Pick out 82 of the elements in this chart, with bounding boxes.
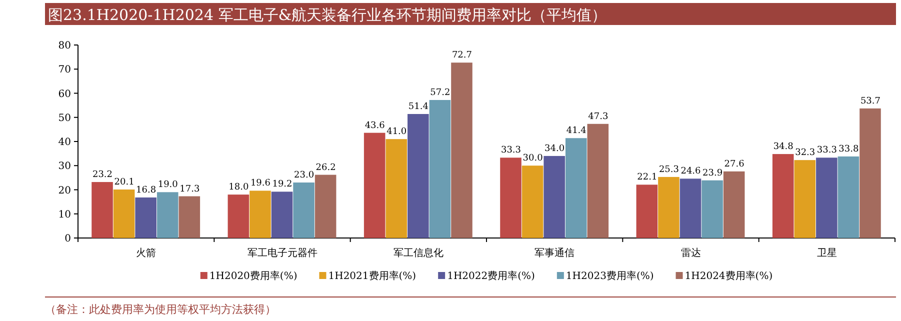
bar xyxy=(500,158,522,238)
bar xyxy=(587,124,609,238)
text: 41.4 xyxy=(566,126,586,136)
y-tick-label: 80 xyxy=(58,40,71,52)
bar xyxy=(522,166,544,238)
bar xyxy=(702,180,723,238)
y-tick-label: 50 xyxy=(58,112,71,124)
bar xyxy=(92,182,113,238)
bar xyxy=(451,62,472,238)
bar xyxy=(794,160,816,238)
x-tick-label: 军事通信 xyxy=(534,247,575,259)
text: 32.3 xyxy=(795,148,816,158)
text: 20.1 xyxy=(114,178,134,188)
text: 26.2 xyxy=(316,162,336,173)
text: 57.2 xyxy=(430,88,450,98)
bar xyxy=(228,194,250,238)
text: 22.1 xyxy=(637,172,658,183)
bar xyxy=(636,184,658,238)
text: 19.2 xyxy=(272,180,292,190)
bar xyxy=(386,139,408,238)
y-tick-label: 70 xyxy=(58,64,71,76)
legend-label: 1H2023费用率(%) xyxy=(566,270,654,282)
text: 43.6 xyxy=(364,120,385,131)
text: 30.0 xyxy=(522,154,543,164)
bar xyxy=(271,192,293,238)
text: 27.6 xyxy=(724,159,744,170)
bar xyxy=(544,156,565,238)
text: 34.0 xyxy=(544,144,565,154)
text: 47.3 xyxy=(588,112,608,122)
text: 23.9 xyxy=(702,168,723,178)
bar xyxy=(429,100,451,238)
bar xyxy=(250,190,271,238)
y-tick-label: 20 xyxy=(58,185,71,196)
y-tick-label: 10 xyxy=(58,209,71,220)
text: 33.3 xyxy=(816,146,837,156)
text: 24.6 xyxy=(680,166,701,177)
text: 18.0 xyxy=(228,182,249,193)
bar xyxy=(178,196,200,238)
text: （备注：此处费用率为使用等权平均方法获得） xyxy=(45,303,276,316)
legend-label: 1H2024费用率(%) xyxy=(684,270,773,282)
y-tick-label: 0 xyxy=(64,234,71,244)
text: 23.0 xyxy=(294,170,314,181)
text: 41.0 xyxy=(386,127,407,138)
text: 17.3 xyxy=(180,184,200,194)
bar xyxy=(113,190,135,238)
bar xyxy=(838,156,860,238)
legend-label: 1H2020费用率(%) xyxy=(209,270,298,282)
text: 34.8 xyxy=(773,142,794,152)
text: 19.0 xyxy=(158,180,178,190)
y-tick-label: 40 xyxy=(58,137,71,148)
y-tick-label: 60 xyxy=(58,88,71,100)
text: 19.6 xyxy=(250,178,270,189)
text: 16.8 xyxy=(136,185,156,196)
bar xyxy=(293,182,314,238)
bar xyxy=(135,197,156,238)
text: 72.7 xyxy=(452,50,472,61)
x-tick-label: 火箭 xyxy=(136,247,156,259)
text: 53.7 xyxy=(860,96,881,106)
bar xyxy=(658,176,680,238)
bar xyxy=(723,171,745,238)
bar xyxy=(364,132,386,238)
text: 25.3 xyxy=(658,164,679,175)
bar xyxy=(860,108,881,238)
bar xyxy=(156,192,178,238)
bar xyxy=(816,158,838,238)
text: 33.3 xyxy=(500,146,522,156)
bar xyxy=(772,154,794,238)
bar xyxy=(680,178,702,238)
y-tick-label: 30 xyxy=(58,161,71,172)
chart-title: 图23.1H2020-1H2024 军工电子&航天装备行业各环节期间费用率对比（平均值） xyxy=(48,6,607,24)
x-tick-label: 军工电子元器件 xyxy=(247,247,318,259)
legend-label: 1H2021费用率(%) xyxy=(328,270,416,282)
bar xyxy=(565,138,587,238)
bar xyxy=(314,174,336,238)
bar xyxy=(408,114,429,238)
text: 33.8 xyxy=(838,144,859,154)
x-tick-label: 军工信息化 xyxy=(393,247,444,259)
x-tick-label: 卫星 xyxy=(816,248,837,259)
text: 51.4 xyxy=(408,102,428,112)
legend-label: 1H2022费用率(%) xyxy=(447,270,536,282)
x-tick-label: 雷达 xyxy=(680,247,701,259)
text: 23.2 xyxy=(92,170,113,180)
